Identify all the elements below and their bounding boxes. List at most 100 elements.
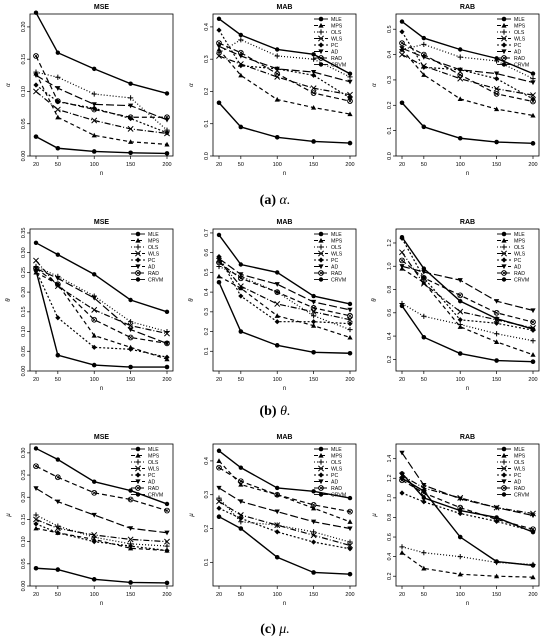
point-rad bbox=[33, 53, 39, 59]
legend-marker-rad bbox=[318, 485, 324, 491]
point-crvm bbox=[347, 495, 353, 501]
x-tick-label: 200 bbox=[528, 162, 537, 168]
point-ad bbox=[311, 70, 317, 75]
point-pc bbox=[216, 505, 222, 511]
y-tick-label: 1.0 bbox=[387, 494, 393, 502]
legend-label-mps: MPS bbox=[514, 239, 526, 245]
point-ad bbox=[311, 519, 317, 525]
point-mle bbox=[238, 124, 244, 130]
point-ad bbox=[128, 103, 134, 109]
point-pc bbox=[91, 344, 97, 350]
point-ad bbox=[33, 486, 39, 491]
legend-label-mps: MPS bbox=[331, 24, 343, 30]
series-line-pc bbox=[401, 31, 534, 100]
point-pc bbox=[238, 63, 244, 69]
point-rad bbox=[457, 72, 464, 78]
point-rad-cross bbox=[92, 107, 97, 112]
point-mps bbox=[347, 519, 353, 524]
point-pc bbox=[274, 319, 280, 325]
panel-title: RAB bbox=[460, 4, 475, 11]
legend-label-mle: MLE bbox=[514, 232, 525, 238]
point-wls bbox=[216, 498, 222, 505]
point-crvm bbox=[33, 446, 39, 451]
point-mps bbox=[494, 573, 500, 579]
point-ad bbox=[399, 264, 405, 269]
point-rad bbox=[216, 259, 222, 266]
point-rad bbox=[91, 106, 98, 113]
y-axis-label: α bbox=[187, 83, 195, 87]
point-wls bbox=[399, 249, 405, 256]
point-mps bbox=[311, 323, 317, 328]
point-mps bbox=[421, 72, 427, 77]
point-pc bbox=[216, 27, 222, 33]
point-mle bbox=[274, 343, 280, 348]
point-crvm bbox=[33, 240, 39, 246]
legend-marker-mps bbox=[135, 452, 141, 458]
point-crvm bbox=[347, 71, 353, 76]
legend-marker-crvm bbox=[135, 277, 141, 282]
point-ols bbox=[274, 53, 280, 59]
point-mle bbox=[530, 141, 536, 146]
point-ols bbox=[421, 41, 427, 48]
point-wls bbox=[164, 330, 170, 337]
point-wls bbox=[530, 92, 536, 99]
point-ols bbox=[55, 74, 61, 80]
legend-marker-ad bbox=[318, 264, 324, 270]
point-wls bbox=[33, 88, 39, 95]
point-pc bbox=[164, 354, 170, 360]
series-line-ols bbox=[35, 514, 168, 547]
legend-marker-ols bbox=[135, 244, 141, 250]
x-tick-label: 20 bbox=[399, 592, 405, 598]
legend-marker-ad bbox=[501, 479, 507, 485]
point-wls bbox=[237, 283, 244, 290]
point-mps bbox=[457, 571, 463, 577]
point-pc bbox=[55, 315, 61, 321]
point-pc bbox=[33, 82, 39, 88]
plot-frame bbox=[212, 13, 357, 157]
x-tick-label: 50 bbox=[55, 162, 61, 168]
point-ad bbox=[494, 71, 500, 77]
x-tick-label: 50 bbox=[238, 377, 244, 383]
y-axis-label: θ bbox=[187, 298, 195, 302]
point-rad bbox=[347, 98, 353, 104]
point-crvm bbox=[55, 457, 61, 462]
point-wls bbox=[399, 51, 405, 58]
point-mle bbox=[311, 349, 316, 355]
legend-marker-rad bbox=[318, 55, 324, 61]
legend-marker-crvm bbox=[318, 277, 324, 282]
point-mps bbox=[530, 352, 536, 357]
x-tick-label: 50 bbox=[55, 592, 61, 598]
y-tick-label: 0.4 bbox=[204, 23, 210, 31]
point-ad bbox=[311, 299, 317, 305]
point-mps bbox=[494, 106, 500, 112]
point-crvm bbox=[275, 485, 280, 491]
legend-label-crvm: CRVM bbox=[148, 493, 163, 499]
point-mle bbox=[274, 134, 280, 140]
legend-label-crvm: CRVM bbox=[514, 493, 529, 499]
point-ad bbox=[238, 272, 244, 277]
legend-label-mps: MPS bbox=[514, 24, 526, 30]
caption-a-symbol: α. bbox=[279, 193, 291, 208]
point-rad bbox=[216, 464, 222, 471]
panel-mab-1: MAB 20 50 100 150 200 n 0.0 0.1 0.2 0.3 0.4 α MLEMPSO… bbox=[187, 4, 357, 177]
point-ad bbox=[164, 530, 170, 536]
point-rad-cross bbox=[275, 290, 280, 295]
point-crvm bbox=[216, 448, 222, 453]
point-wls bbox=[127, 536, 134, 543]
legend-label-mle: MLE bbox=[514, 447, 525, 453]
x-axis-label: n bbox=[283, 171, 286, 177]
point-crvm bbox=[238, 262, 244, 267]
legend-label-mle: MLE bbox=[148, 232, 159, 238]
y-tick-label: 0.25 bbox=[21, 470, 27, 481]
legend-marker-ad bbox=[318, 49, 324, 55]
legend-label-crvm: CRVM bbox=[514, 278, 529, 284]
legend-marker-rad-cross bbox=[319, 486, 323, 490]
y-tick-label: 0.6 bbox=[387, 309, 393, 317]
legend-label-rad: RAD bbox=[331, 271, 342, 277]
x-tick-label: 20 bbox=[399, 162, 405, 168]
legend-label-ad: AD bbox=[148, 480, 155, 486]
x-axis-label: n bbox=[466, 386, 469, 392]
legend-label-ad: AD bbox=[514, 480, 521, 486]
x-tick-label: 150 bbox=[309, 162, 318, 168]
legend-marker-ad bbox=[135, 479, 141, 485]
